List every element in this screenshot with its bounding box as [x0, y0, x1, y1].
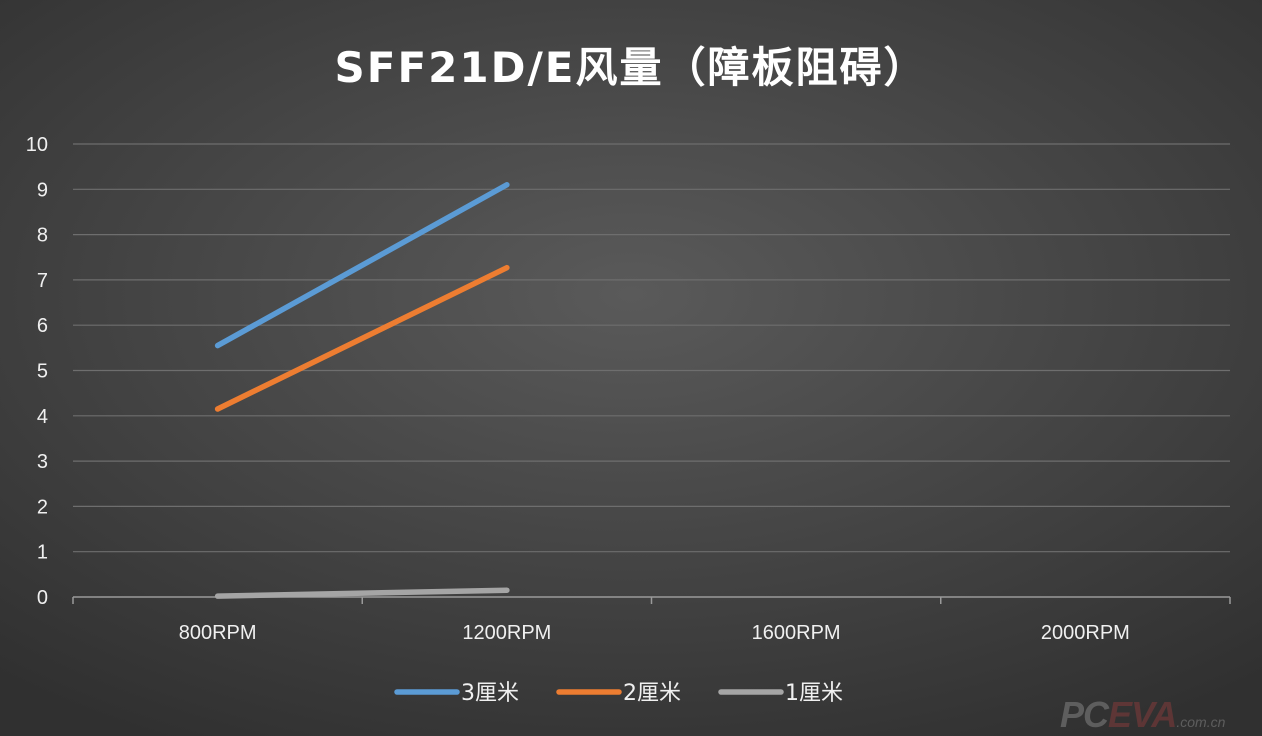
- legend-label: 3厘米: [461, 681, 519, 706]
- x-tick-label: 1200RPM: [462, 622, 551, 644]
- y-tick-label: 3: [37, 451, 48, 473]
- gridlines: [73, 143, 1230, 553]
- y-tick-label: 8: [37, 225, 48, 247]
- y-tick-label: 6: [37, 315, 48, 337]
- y-tick-label: 7: [37, 270, 48, 292]
- series-line-segment: [214, 182, 510, 349]
- series-line-segment: [214, 264, 510, 412]
- x-tick-label: 800RPM: [179, 622, 257, 644]
- chart-title: SFF21D/E风量（障板阻碍）: [334, 43, 928, 92]
- watermark-main: PC: [1060, 694, 1109, 735]
- y-axis-tick-labels: 0 1 2 3 4 5 6 7 8 9 10: [26, 134, 48, 609]
- legend-label: 2厘米: [623, 681, 681, 706]
- series-lines: [214, 182, 510, 599]
- x-tick-label: 2000RPM: [1041, 622, 1130, 644]
- x-axis-tick-labels: 800RPM 1200RPM 1600RPM 2000RPM: [179, 622, 1130, 644]
- y-tick-label: 4: [37, 406, 48, 428]
- y-tick-label: 5: [37, 361, 48, 383]
- watermark-accent: EVA: [1108, 694, 1177, 735]
- y-tick-label: 10: [26, 134, 48, 156]
- y-tick-label: 0: [37, 587, 48, 609]
- legend-label: 1厘米: [785, 681, 843, 706]
- series-line-segment: [214, 587, 510, 599]
- legend: 3厘米 2厘米 1厘米: [394, 681, 843, 706]
- y-tick-label: 9: [37, 179, 48, 201]
- pceva-watermark-logo: PCEVA.com.cn: [1060, 694, 1225, 736]
- y-tick-label: 2: [37, 496, 48, 518]
- x-tick-label: 1600RPM: [752, 622, 841, 644]
- y-tick-label: 1: [37, 542, 48, 564]
- watermark-suffix: .com.cn: [1176, 714, 1226, 730]
